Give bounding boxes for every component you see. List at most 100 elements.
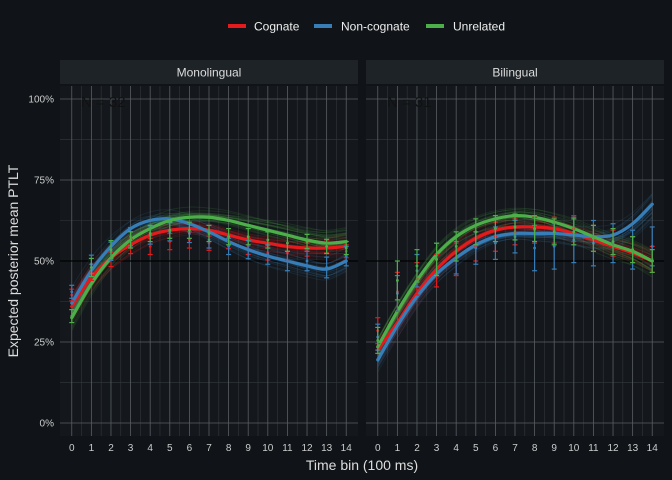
data-point: [650, 259, 654, 263]
data-point: [305, 240, 309, 243]
x-tick-label: 5: [167, 443, 173, 454]
facet-strip-monolingual: [60, 60, 358, 84]
panel-monolingual-content: [60, 86, 358, 436]
x-tick-label: 14: [341, 443, 353, 454]
data-point: [89, 266, 93, 269]
data-point: [435, 257, 438, 261]
data-point: [611, 240, 615, 243]
data-point: [70, 290, 74, 294]
y-axis-ticks: 0% 25% 50% 75% 100%: [28, 94, 54, 429]
x-tick-label: 12: [301, 443, 313, 454]
posterior-draw-line: [71, 220, 347, 327]
x-axis-title: Time bin (100 ms): [306, 457, 418, 473]
posterior-draw-line: [71, 212, 347, 312]
data-point: [187, 228, 191, 232]
posterior-draw-line: [377, 209, 653, 342]
x-tick-label: 9: [551, 443, 557, 454]
data-point: [454, 245, 458, 248]
data-point: [395, 279, 399, 282]
x-tick-label: 4: [147, 443, 153, 454]
x-tick-label: 4: [453, 443, 459, 454]
legend-label-cognate: Cognate: [254, 20, 300, 34]
y-tick-label: 50%: [34, 257, 54, 268]
data-point: [592, 236, 595, 240]
x-tick-label: 11: [588, 443, 599, 454]
data-point: [266, 253, 270, 256]
data-point: [533, 227, 537, 230]
x-tick-label: 6: [493, 443, 499, 454]
facet-strip-label-bilingual: Bilingual: [492, 66, 537, 80]
x-tick-label: 0: [69, 443, 75, 454]
legend: Cognate Non-cognate Unrelated: [228, 20, 505, 34]
posterior-draw-line: [71, 213, 347, 313]
data-point: [286, 259, 289, 263]
posterior-draw-line: [71, 214, 347, 314]
x-tick-label: 2: [108, 443, 114, 454]
y-tick-label: 25%: [34, 338, 54, 349]
data-point: [631, 248, 635, 252]
x-tick-label: 7: [512, 443, 518, 454]
data-point: [325, 245, 329, 248]
posterior-draw-line: [377, 208, 653, 341]
x-tick-label: 8: [226, 443, 232, 454]
x-tick-label: 8: [532, 443, 538, 454]
y-tick-label: 100%: [28, 94, 54, 105]
x-axis-ticks-monolingual: 0 1 2 3 4 5 6 7 8 9 10 11 12 13 14: [69, 443, 352, 454]
fit-line-unrelated: [70, 215, 348, 320]
data-point: [650, 245, 654, 248]
annotation-monolingual-n: N = 32: [81, 94, 126, 111]
posterior-draw-line: [377, 207, 653, 341]
data-point: [533, 246, 537, 250]
data-point: [148, 232, 152, 235]
x-tick-label: 1: [395, 443, 401, 454]
data-point: [493, 241, 497, 245]
data-point: [246, 248, 250, 252]
x-tick-label: 2: [414, 443, 420, 454]
data-point: [305, 259, 309, 263]
data-point: [227, 235, 231, 239]
data-point: [168, 228, 172, 232]
data-point: [207, 232, 211, 235]
x-tick-label: 10: [262, 443, 274, 454]
data-point: [572, 230, 576, 234]
data-point: [376, 338, 380, 342]
facet-strip-label-monolingual: Monolingual: [177, 66, 242, 80]
legend-label-unrelated: Unrelated: [453, 20, 505, 34]
data-point: [266, 238, 270, 242]
facet-strip-bilingual: [366, 60, 664, 84]
data-point: [109, 248, 113, 252]
x-tick-label: 13: [627, 443, 639, 454]
posterior-draw-line: [71, 209, 347, 298]
data-point: [129, 238, 132, 242]
posterior-draw-line: [71, 213, 347, 310]
data-point: [344, 254, 348, 258]
data-point: [286, 241, 289, 245]
x-tick-label: 3: [128, 443, 134, 454]
legend-label-non-cognate: Non-cognate: [341, 20, 410, 34]
x-tick-label: 9: [245, 443, 251, 454]
data-point: [148, 245, 152, 248]
x-tick-label: 6: [187, 443, 193, 454]
data-point: [513, 225, 517, 229]
data-point: [493, 227, 497, 230]
x-tick-label: 7: [206, 443, 212, 454]
x-tick-label: 13: [321, 443, 333, 454]
x-tick-label: 10: [568, 443, 580, 454]
y-tick-label: 0%: [40, 419, 55, 430]
y-axis-title: Expected posterior mean PTLT: [5, 164, 21, 357]
x-axis-ticks-bilingual: 0 1 2 3 4 5 6 7 8 9 10 11 12 13 14: [375, 443, 658, 454]
panel-bilingual-content: [366, 86, 664, 436]
x-tick-label: 5: [473, 443, 479, 454]
data-point: [325, 266, 329, 269]
y-tick-label: 75%: [34, 175, 54, 186]
data-point: [227, 245, 231, 248]
data-point: [344, 246, 348, 250]
data-point: [552, 230, 556, 234]
data-point: [552, 245, 556, 248]
x-tick-label: 0: [375, 443, 381, 454]
annotation-bilingual-n: N = 31: [387, 94, 432, 111]
x-tick-label: 14: [647, 443, 659, 454]
data-point: [415, 264, 419, 268]
posterior-draw-line: [71, 221, 347, 305]
